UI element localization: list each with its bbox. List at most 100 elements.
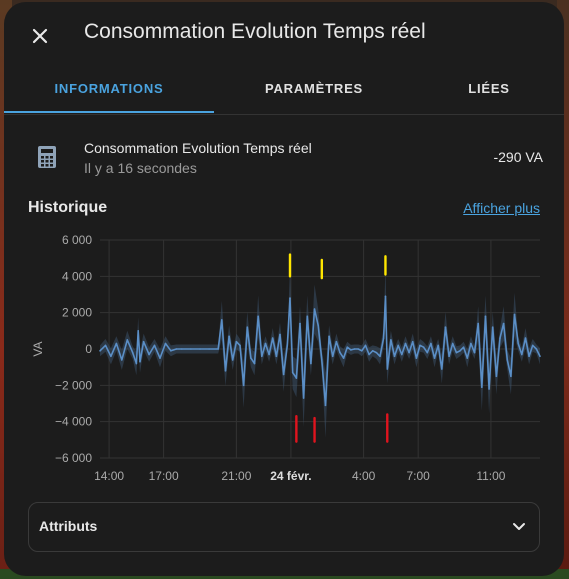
data-point (513, 313, 516, 316)
dialog-header: Consommation Evolution Temps réel (4, 2, 564, 66)
data-point (448, 355, 450, 358)
data-point (164, 342, 167, 345)
data-point (375, 351, 378, 354)
data-point (353, 348, 356, 350)
chevron-down-icon (513, 523, 525, 530)
tab-bar: INFORMATIONS PARAMÈTRES LIÉES (4, 68, 564, 115)
data-point (408, 351, 410, 354)
y-tick-label: 2 000 (62, 306, 92, 320)
data-point (148, 353, 150, 356)
data-point (517, 342, 519, 345)
data-point (275, 355, 278, 358)
data-point (539, 355, 541, 358)
data-point (481, 386, 483, 388)
data-point (175, 348, 178, 350)
data-point (310, 362, 312, 365)
history-title: Historique (28, 199, 108, 216)
data-point (208, 348, 210, 350)
data-point (115, 342, 118, 345)
data-point (313, 308, 316, 310)
data-point (451, 342, 454, 345)
data-point (289, 297, 291, 299)
data-point (335, 340, 338, 343)
data-point (250, 357, 252, 359)
data-point (295, 377, 298, 379)
data-point (368, 353, 370, 356)
tab-informations[interactable]: INFORMATIONS (54, 81, 164, 96)
data-point (382, 337, 385, 339)
data-point (239, 344, 241, 347)
data-point (135, 362, 138, 365)
data-point (271, 337, 274, 339)
x-tick-label: 17:00 (149, 469, 179, 483)
data-point (422, 346, 425, 348)
data-point (466, 357, 469, 359)
data-point (488, 388, 490, 390)
data-point (253, 362, 256, 365)
data-point (199, 348, 201, 350)
data-point (261, 355, 263, 358)
attributes-label: Attributs (39, 518, 98, 534)
data-point (257, 315, 259, 318)
data-point (291, 371, 294, 374)
data-point (535, 348, 538, 350)
x-tick-label: 14:00 (94, 469, 124, 483)
data-point (506, 359, 509, 361)
data-point (264, 342, 267, 345)
data-point (499, 337, 501, 339)
entity-last-changed: Il y a 16 secondes (84, 160, 197, 176)
data-point (384, 295, 387, 298)
data-point (302, 397, 305, 399)
data-point (110, 355, 112, 358)
data-point (524, 337, 527, 339)
tab-liees[interactable]: LIÉES (468, 81, 510, 96)
data-point (390, 339, 392, 341)
data-point (306, 315, 309, 318)
more-info-dialog: Consommation Evolution Temps réel INFORM… (4, 2, 564, 576)
data-point (350, 349, 352, 351)
active-tab-indicator (4, 111, 214, 113)
data-point (321, 359, 323, 361)
data-point (131, 351, 134, 354)
show-more-link[interactable]: Afficher plus (463, 200, 540, 216)
y-tick-label: −2 000 (55, 378, 92, 392)
data-point (224, 370, 227, 372)
data-point (228, 335, 230, 338)
x-tick-label: 21:00 (221, 469, 251, 483)
data-point (282, 373, 285, 376)
data-point (397, 344, 399, 347)
data-point (346, 346, 349, 348)
data-point (484, 315, 487, 318)
data-point (221, 319, 223, 321)
data-point (455, 351, 458, 354)
y-axis-label: VA (31, 341, 45, 356)
data-point (324, 404, 327, 407)
data-point (235, 340, 238, 343)
data-point (430, 342, 432, 345)
data-point (473, 351, 476, 354)
close-button[interactable] (26, 22, 54, 50)
entity-state-value: -290 VA (493, 149, 543, 165)
data-point (441, 368, 443, 370)
data-point (104, 344, 107, 347)
data-point (462, 346, 465, 348)
data-point (246, 326, 249, 328)
x-tick-label: 11:00 (476, 469, 505, 483)
data-point (190, 348, 192, 350)
attributes-expander[interactable]: Attributs (28, 502, 540, 552)
data-point (495, 375, 498, 378)
entity-name: Consommation Evolution Temps réel (84, 140, 312, 156)
data-point (437, 344, 439, 347)
data-point (99, 350, 101, 352)
calculator-icon (38, 146, 56, 168)
data-point (299, 322, 301, 325)
data-point (361, 350, 363, 352)
data-point (231, 359, 234, 361)
data-point (491, 326, 494, 328)
tab-parametres[interactable]: PARAMÈTRES (264, 81, 364, 96)
data-point (268, 353, 270, 356)
data-point (433, 357, 436, 359)
entity-state-row: Consommation Evolution Temps réel Il y a… (28, 130, 543, 180)
y-tick-label: 4 000 (62, 269, 92, 283)
